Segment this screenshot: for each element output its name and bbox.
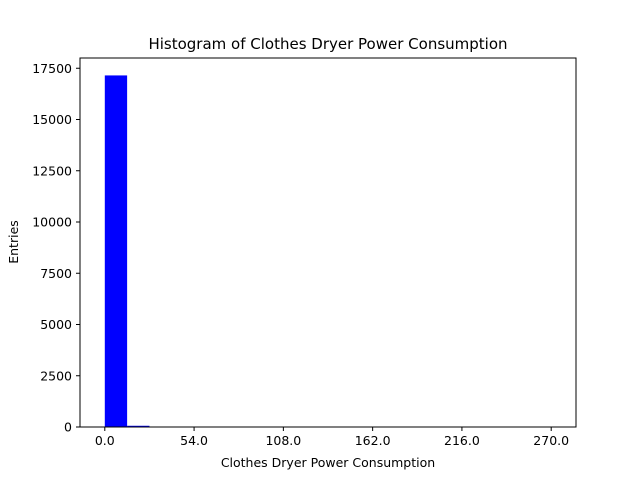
y-tick-label: 5000: [40, 317, 72, 332]
x-tick-label: 216.0: [444, 433, 480, 448]
y-tick-label: 7500: [40, 266, 72, 281]
y-tick-label: 10000: [32, 215, 72, 230]
y-axis-ticks: 0 2500 5000 7500 10000 12500 15000 17500: [32, 61, 80, 435]
histogram-bar: [104, 75, 128, 428]
histogram-bar: [127, 425, 150, 427]
x-axis-label: Clothes Dryer Power Consumption: [221, 455, 435, 470]
x-tick-label: 270.0: [533, 433, 569, 448]
chart-title: Histogram of Clothes Dryer Power Consump…: [148, 35, 507, 53]
y-tick-label: 12500: [32, 163, 72, 178]
y-axis-label: Entries: [6, 220, 21, 264]
x-tick-label: 162.0: [355, 433, 391, 448]
y-tick-label: 0: [64, 420, 72, 435]
x-tick-label: 54.0: [180, 433, 208, 448]
x-tick-label: 108.0: [265, 433, 301, 448]
y-tick-label: 17500: [32, 61, 72, 76]
x-axis-ticks: 0.0 54.0 108.0 162.0 216.0 270.0: [95, 427, 569, 448]
y-tick-label: 2500: [40, 368, 72, 383]
y-tick-label: 15000: [32, 112, 72, 127]
plot-frame: [79, 57, 577, 428]
x-tick-label: 0.0: [95, 433, 115, 448]
